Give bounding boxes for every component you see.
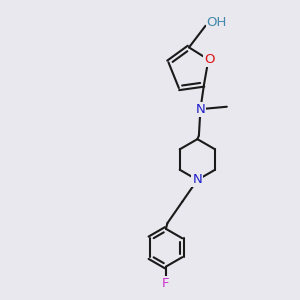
Text: F: F: [162, 277, 170, 290]
Text: OH: OH: [207, 16, 227, 29]
Text: N: N: [196, 103, 205, 116]
Text: O: O: [204, 53, 214, 66]
Text: N: N: [193, 173, 202, 186]
